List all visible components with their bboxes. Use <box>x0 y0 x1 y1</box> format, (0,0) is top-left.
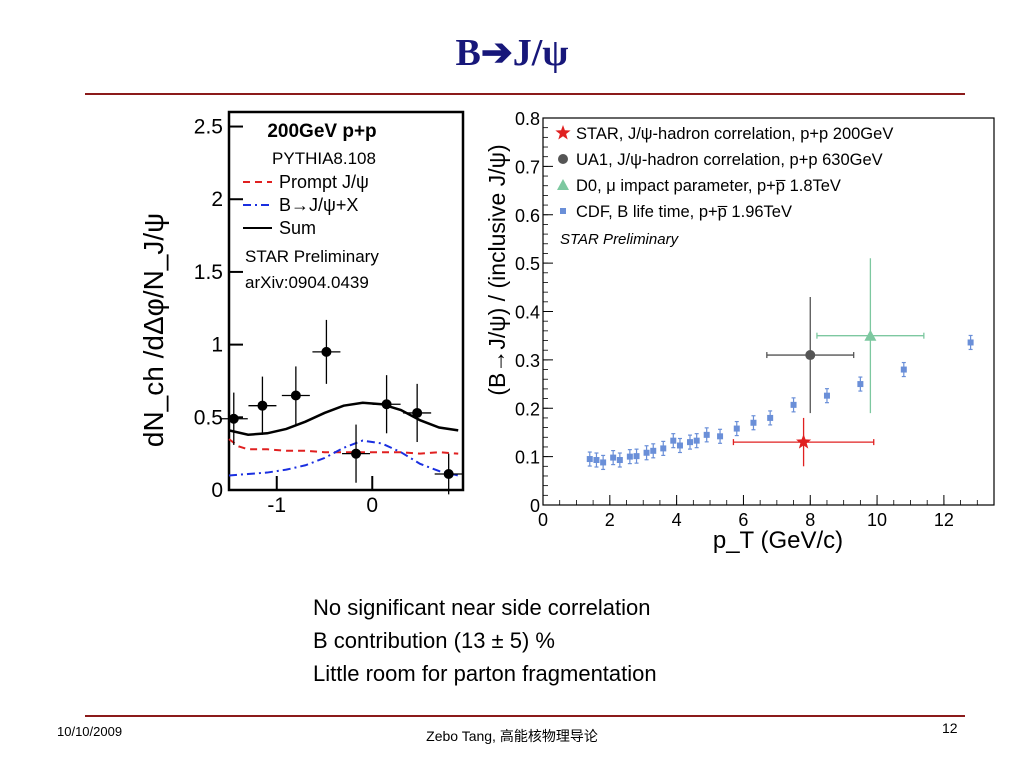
marker-square <box>693 437 700 444</box>
marker-square <box>767 414 774 421</box>
y-axis-label: dN_ch /dΔφ/N_J/ψ <box>138 213 169 447</box>
marker-square <box>733 425 740 432</box>
marker-star <box>555 125 571 140</box>
conclusion-item: B contribution (13 ± 5) % <box>313 628 555 653</box>
x-tick-label: 10 <box>867 510 887 530</box>
marker-square <box>967 339 974 346</box>
data-point <box>257 400 268 411</box>
top-divider <box>85 93 965 95</box>
x-tick-label: 6 <box>738 510 748 530</box>
y-tick-label: 0.5 <box>194 406 223 429</box>
curve-sum <box>228 401 459 437</box>
chart-panel <box>466 98 1006 578</box>
annotation-star-preliminary: STAR Preliminary <box>245 247 379 266</box>
legend-label: D0, μ impact parameter, p+p̅ 1.8TeV <box>576 177 841 195</box>
curve-b-j-x <box>228 439 459 477</box>
y-axis-label: (B→J/ψ) / (inclusive J/ψ) <box>484 144 510 395</box>
marker-circle <box>558 154 568 164</box>
marker-square <box>686 439 693 446</box>
marker-triangle <box>557 179 569 190</box>
x-tick-label: 2 <box>605 510 615 530</box>
legend-title: 200GeV p+p <box>267 121 376 142</box>
y-tick-label: 0.6 <box>515 206 540 226</box>
x-tick-label: 4 <box>672 510 682 530</box>
marker-square <box>593 457 600 464</box>
marker-square <box>586 456 593 463</box>
data-point <box>381 399 392 410</box>
legend-label: UA1, J/ψ-hadron correlation, p+p 630GeV <box>576 151 883 169</box>
marker-circle <box>805 350 816 361</box>
conclusion-item: Little room for parton fragmentation <box>313 661 657 686</box>
y-tick-label: 1 <box>211 334 223 357</box>
marker-square <box>676 442 683 449</box>
legend-label: Sum <box>279 218 316 238</box>
x-tick-label: 8 <box>805 510 815 530</box>
marker-square <box>660 445 667 452</box>
marker-square <box>643 449 650 456</box>
y-tick-label: 0.5 <box>515 254 540 274</box>
marker-square <box>670 437 677 444</box>
page-number: 12 <box>942 720 958 736</box>
marker-star <box>796 434 812 449</box>
marker-square <box>650 447 657 454</box>
marker-square <box>790 401 797 408</box>
x-axis-label: p_T (GeV/c) <box>713 527 843 554</box>
y-tick-label: 2 <box>211 188 223 211</box>
marker-square <box>703 431 710 438</box>
conclusion-list: No significant near side correlation B c… <box>313 591 657 690</box>
marker-square <box>717 433 724 440</box>
footer-author: Zebo Tang, 高能核物理导论 <box>426 728 598 744</box>
x-tick-label: -1 <box>267 494 286 517</box>
slide-title: B➔J/ψ <box>455 32 569 74</box>
marker-square <box>633 453 640 460</box>
y-tick-label: 0.4 <box>515 303 540 323</box>
data-point <box>351 448 362 459</box>
data-point <box>321 346 332 357</box>
legend-label: CDF, B life time, p+p̅ 1.96TeV <box>576 203 792 221</box>
marker-square <box>560 208 566 214</box>
x-tick-label: 0 <box>366 494 378 517</box>
bottom-divider <box>85 715 965 717</box>
annotation-arxiv: arXiv:0904.0439 <box>245 273 369 292</box>
legend-subtitle: PYTHIA8.108 <box>272 149 376 168</box>
marker-square <box>823 392 830 399</box>
marker-square <box>610 454 617 461</box>
marker-square <box>616 457 623 464</box>
y-tick-label: 0 <box>211 479 223 502</box>
y-tick-label: 0.8 <box>515 109 540 129</box>
data-point <box>228 413 239 424</box>
data-point <box>443 469 454 480</box>
legend-label: Prompt J/ψ <box>279 172 369 192</box>
x-tick-label: 0 <box>538 510 548 530</box>
marker-square <box>750 419 757 426</box>
legend-label: STAR, J/ψ-hadron correlation, p+p 200GeV <box>576 125 893 143</box>
marker-triangle <box>864 329 877 341</box>
y-tick-label: 1.5 <box>194 261 223 284</box>
footer-date: 10/10/2009 <box>57 724 123 739</box>
x-tick-label: 12 <box>934 510 954 530</box>
marker-square <box>626 453 633 460</box>
plot-frame <box>227 110 465 492</box>
y-tick-label: 0.1 <box>515 448 540 468</box>
y-tick-label: 0 <box>530 496 540 516</box>
annotation-star-preliminary: STAR Preliminary <box>560 231 680 248</box>
conclusion-item: No significant near side correlation <box>313 595 651 620</box>
y-tick-label: 0.7 <box>515 157 540 177</box>
data-point <box>412 407 423 418</box>
y-tick-label: 0.3 <box>515 351 540 371</box>
data-point <box>290 390 301 401</box>
y-tick-label: 2.5 <box>194 116 223 139</box>
legend-label: B→J/ψ+X <box>279 195 358 215</box>
marker-square <box>857 381 864 388</box>
marker-square <box>600 459 607 466</box>
marker-square <box>900 366 907 373</box>
y-tick-label: 0.2 <box>515 399 540 419</box>
